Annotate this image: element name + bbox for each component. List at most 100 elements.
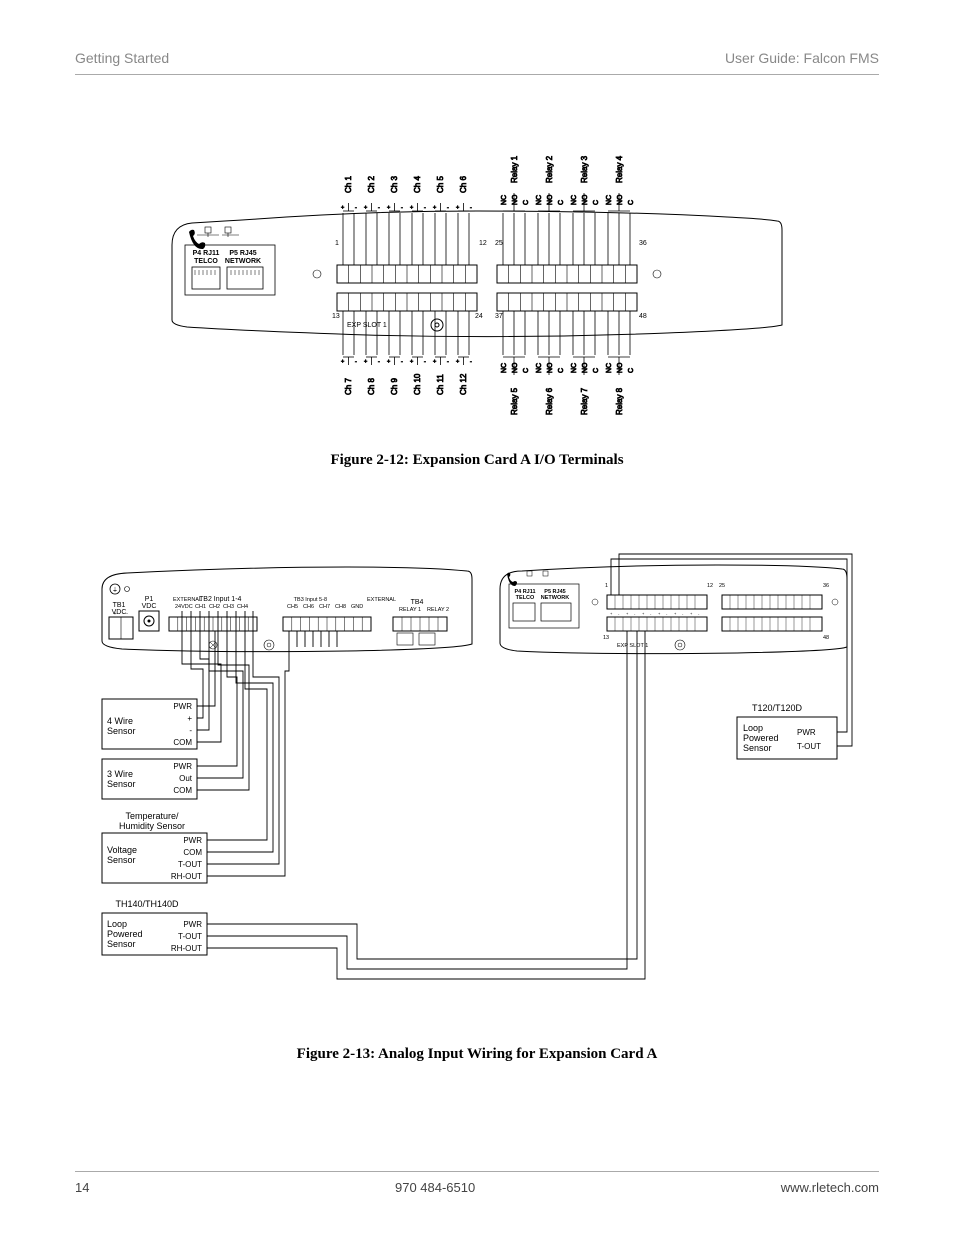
svg-text:-: - [447, 359, 449, 365]
svg-text:+: + [674, 611, 677, 616]
svg-text:CH1: CH1 [195, 604, 206, 610]
svg-text:CH8: CH8 [335, 604, 346, 610]
svg-text:PWR: PWR [797, 728, 816, 737]
svg-text:Relay 5: Relay 5 [510, 387, 519, 415]
svg-text:NETWORK: NETWORK [225, 258, 261, 265]
header-left: Getting Started [75, 50, 169, 66]
svg-text:-: - [126, 611, 128, 617]
svg-text:1: 1 [335, 240, 339, 247]
figure-2-13: ⏚ TB1 VDC +- P1 VDC EXTERNAL TB2 Input 1… [75, 549, 879, 1063]
svg-text:Ch 10: Ch 10 [413, 373, 422, 395]
svg-text:RH-OUT: RH-OUT [171, 872, 202, 881]
svg-text:T-OUT: T-OUT [178, 932, 202, 941]
svg-text:-: - [666, 611, 668, 616]
svg-text:GND: GND [351, 604, 363, 610]
svg-text:NC: NC [536, 363, 543, 373]
svg-text:Ch 1: Ch 1 [344, 176, 353, 193]
svg-text:48: 48 [823, 635, 829, 641]
svg-text:Relay 6: Relay 6 [545, 387, 554, 415]
svg-text:P1: P1 [145, 596, 154, 603]
svg-text:⏚: ⏚ [112, 587, 118, 594]
svg-text:PWR: PWR [183, 920, 202, 929]
svg-text:12: 12 [479, 240, 487, 247]
svg-text:+: + [456, 359, 459, 365]
svg-text:PWR: PWR [183, 836, 202, 845]
svg-text:Ch 6: Ch 6 [459, 176, 468, 193]
svg-text:TB4: TB4 [411, 599, 424, 606]
svg-text:-: - [378, 205, 380, 211]
svg-text:CH3: CH3 [223, 604, 234, 610]
svg-text:NC: NC [536, 195, 543, 205]
svg-text:NO: NO [512, 194, 519, 205]
svg-text:+: + [364, 359, 367, 365]
svg-text:36: 36 [639, 240, 647, 247]
svg-text:-: - [378, 359, 380, 365]
svg-text:CH6: CH6 [303, 604, 314, 610]
svg-text:+: + [364, 205, 367, 211]
svg-text:TELCO: TELCO [516, 595, 535, 601]
svg-text:NC: NC [606, 195, 613, 205]
svg-text:+: + [410, 205, 413, 211]
svg-text:24: 24 [475, 313, 483, 320]
svg-text:Ch 12: Ch 12 [459, 373, 468, 395]
svg-text:Ch 2: Ch 2 [367, 176, 376, 193]
svg-text:Temperature/Humidity Sensor: Temperature/Humidity Sensor [119, 811, 185, 831]
svg-text:NO: NO [617, 362, 624, 373]
svg-text:Relay 1: Relay 1 [510, 155, 519, 183]
svg-text:Ch 5: Ch 5 [436, 176, 445, 193]
svg-text:NO: NO [582, 194, 589, 205]
svg-text:36: 36 [823, 583, 829, 589]
svg-text:CH4: CH4 [237, 604, 248, 610]
svg-text:+: + [658, 611, 661, 616]
svg-text:12: 12 [707, 583, 713, 589]
svg-text:C: C [593, 200, 600, 205]
svg-text:C: C [523, 368, 530, 373]
svg-text:NC: NC [501, 363, 508, 373]
svg-text:TB1: TB1 [113, 602, 126, 609]
svg-text:-: - [634, 611, 636, 616]
svg-text:NC: NC [571, 363, 578, 373]
svg-text:Relay 7: Relay 7 [580, 387, 589, 415]
svg-text:-: - [355, 359, 357, 365]
svg-text:-: - [447, 205, 449, 211]
svg-text:P4 RJ11: P4 RJ11 [193, 250, 220, 257]
svg-text:+: + [113, 611, 116, 617]
svg-text:-: - [401, 359, 403, 365]
svg-text:+: + [626, 611, 629, 616]
svg-text:T120/T120D: T120/T120D [752, 703, 803, 713]
svg-text:+: + [387, 205, 390, 211]
svg-text:Out: Out [179, 774, 193, 783]
svg-text:TH140/TH140D: TH140/TH140D [115, 899, 179, 909]
svg-text:+: + [456, 205, 459, 211]
svg-text:PWR: PWR [173, 702, 192, 711]
svg-text:Ch 9: Ch 9 [390, 378, 399, 395]
svg-text:COM: COM [183, 848, 202, 857]
svg-text:RELAY 2: RELAY 2 [427, 607, 449, 613]
svg-text:CH7: CH7 [319, 604, 330, 610]
svg-text:4 WireSensor: 4 WireSensor [107, 716, 136, 736]
svg-text:NO: NO [582, 362, 589, 373]
svg-text:C: C [523, 200, 530, 205]
svg-text:LoopPoweredSensor: LoopPoweredSensor [743, 723, 779, 753]
svg-text:NO: NO [512, 362, 519, 373]
svg-text:TELCO: TELCO [194, 258, 218, 265]
svg-text:PWR: PWR [173, 762, 192, 771]
svg-text:+: + [410, 359, 413, 365]
svg-text:RELAY 1: RELAY 1 [399, 607, 421, 613]
svg-text:+: + [642, 611, 645, 616]
svg-text:Relay 4: Relay 4 [615, 155, 624, 183]
svg-text:+: + [341, 205, 344, 211]
svg-text:T-OUT: T-OUT [797, 742, 821, 751]
footer-phone: 970 484-6510 [395, 1180, 475, 1195]
svg-text:+: + [433, 359, 436, 365]
svg-text:NO: NO [547, 362, 554, 373]
page-footer: 14 970 484-6510 www.rletech.com [75, 1171, 879, 1195]
svg-text:CH5: CH5 [287, 604, 298, 610]
svg-text:-: - [618, 611, 620, 616]
footer-page-number: 14 [75, 1180, 89, 1195]
svg-text:-: - [470, 359, 472, 365]
svg-text:25: 25 [719, 583, 725, 589]
svg-text:COM: COM [173, 738, 192, 747]
svg-text:NC: NC [571, 195, 578, 205]
svg-text:Ch 7: Ch 7 [344, 378, 353, 395]
